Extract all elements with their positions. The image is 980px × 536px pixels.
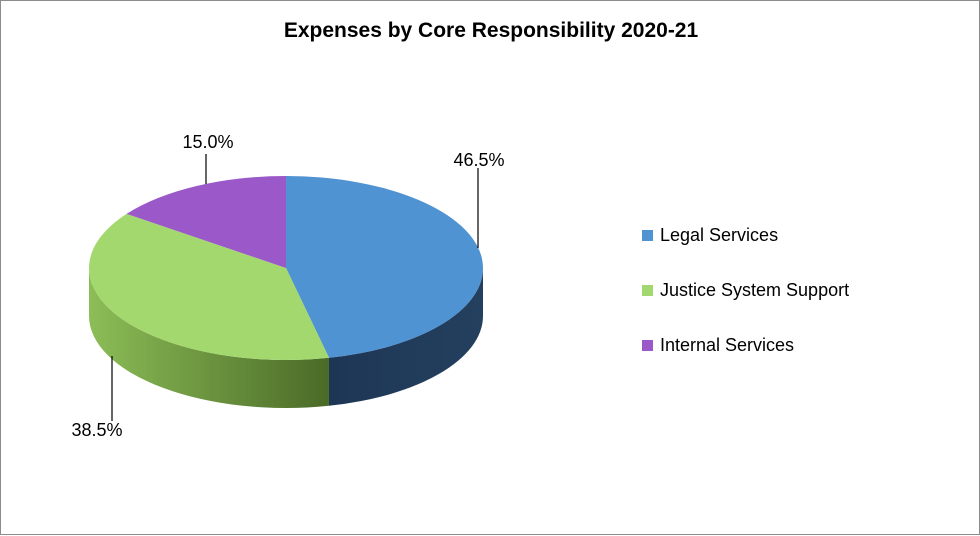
pie-slice-side <box>89 268 329 408</box>
legend-swatch <box>642 340 653 351</box>
legend-item: Internal Services <box>642 318 849 373</box>
legend-item: Justice System Support <box>642 263 849 318</box>
data-label: 15.0% <box>182 132 233 152</box>
chart-title: Expenses by Core Responsibility 2020-21 <box>283 19 699 42</box>
legend: Legal Services Justice System Support In… <box>642 208 849 373</box>
legend-swatch <box>642 230 653 241</box>
legend-label: Justice System Support <box>660 280 850 300</box>
data-label: 38.5% <box>71 420 122 440</box>
legend-swatch <box>642 285 653 296</box>
legend-label: Internal Services <box>660 335 795 355</box>
pie-slice <box>286 176 483 358</box>
data-label: 46.5% <box>453 150 504 170</box>
legend-label: Legal Services <box>660 225 779 245</box>
pie-slice <box>89 213 329 360</box>
legend-item: Legal Services <box>642 208 849 263</box>
pie-slice-side <box>328 268 483 406</box>
pie-slice <box>126 176 286 268</box>
